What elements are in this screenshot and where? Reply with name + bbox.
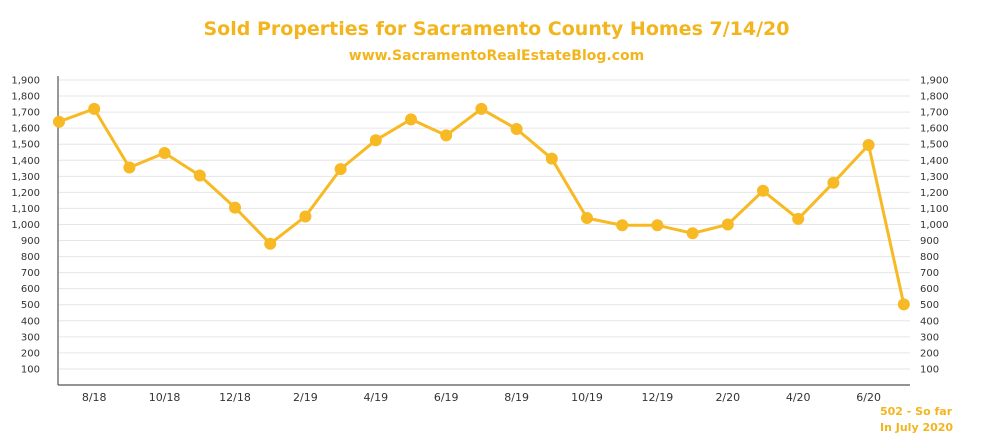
y-tick-label-right: 300 [920,332,939,343]
y-tick-label-left: 1,500 [11,140,40,151]
data-point [334,163,347,176]
x-tick-label: 6/20 [856,391,881,404]
y-tick-label-right: 1,600 [920,124,949,135]
x-tick-label: 6/19 [434,391,459,404]
y-tick-label-left: 1,800 [11,92,40,103]
data-point [440,129,453,142]
data-point [827,176,840,189]
y-axis-right-labels: 100 200 300 400 500 600 700 800 900 1,000 1,100 1,2… [920,76,949,376]
sold-properties-series [53,102,910,311]
y-tick-label-left: 1,900 [11,76,40,87]
y-tick-label-left: 1,600 [11,124,40,135]
data-point [616,219,629,232]
y-tick-label-right: 1,200 [920,188,949,199]
data-point [897,298,910,311]
y-tick-label-left: 400 [21,316,40,327]
y-tick-label-left: 1,000 [11,220,40,231]
y-tick-label-right: 1,100 [920,204,949,215]
x-tick-label: 2/19 [293,391,318,404]
data-point [475,102,488,115]
y-tick-label-right: 500 [920,300,939,311]
data-point [193,169,206,182]
chart-title: Sold Properties for Sacramento County Ho… [203,18,790,40]
x-axis-labels: 8/18 10/18 12/18 2/19 4/19 6/19 8/19 10/19 12/19… [82,391,881,404]
x-tick-label: 10/18 [149,391,181,404]
y-tick-label-right: 900 [920,236,939,247]
y-tick-label-left: 1,400 [11,156,40,167]
y-tick-label-right: 1,300 [920,172,949,183]
x-tick-label: 8/18 [82,391,107,404]
data-point [862,139,875,152]
data-point [299,210,312,223]
y-tick-label-left: 800 [21,252,40,263]
y-tick-label-left: 200 [21,348,40,359]
y-tick-label-right: 1,900 [920,76,949,87]
july-2020-annotation: 502 - So far In July 2020 [880,404,980,436]
y-tick-label-left: 600 [21,284,40,295]
y-tick-label-left: 1,700 [11,108,40,119]
y-tick-label-right: 1,800 [920,92,949,103]
x-tick-label: 12/19 [642,391,674,404]
y-tick-label-right: 1,000 [920,220,949,231]
y-tick-label-right: 400 [920,316,939,327]
data-point [757,184,769,197]
data-point [545,152,558,165]
y-tick-label-left: 700 [21,268,40,279]
data-point [792,212,805,225]
x-tick-label: 4/20 [786,391,811,404]
data-point [123,161,136,174]
y-tick-label-left: 1,100 [11,204,40,215]
data-point [158,147,171,160]
y-tick-label-left: 1,200 [11,188,40,199]
y-tick-label-right: 1,400 [920,156,949,167]
data-point [510,122,523,135]
y-tick-label-right: 1,500 [920,140,949,151]
annotation-line-2: In July 2020 [880,421,954,434]
y-tick-label-right: 1,700 [920,108,949,119]
data-point [686,227,699,240]
y-tick-label-right: 100 [920,364,939,375]
data-point [581,212,593,225]
data-point [651,219,664,232]
gridlines [58,79,910,370]
data-point [405,113,417,126]
y-tick-label-left: 500 [21,300,40,311]
y-tick-label-right: 600 [920,284,939,295]
y-tick-label-left: 300 [21,332,40,343]
y-tick-label-left: 100 [21,364,40,375]
y-tick-label-right: 200 [920,348,939,359]
y-axis-left-labels: 100 200 300 400 500 600 700 800 900 1,000 1,100 1,2… [11,76,40,376]
x-tick-label: 12/18 [219,391,251,404]
data-point [369,134,382,147]
annotation-line-1: 502 - So far [880,405,953,418]
x-tick-label: 4/19 [363,391,388,404]
axes [57,76,910,386]
data-point [229,201,241,214]
data-point [53,115,65,128]
y-tick-label-right: 700 [920,268,939,279]
x-tick-label: 8/19 [504,391,529,404]
data-point [721,218,734,231]
y-tick-label-right: 800 [920,252,939,263]
x-tick-label: 10/19 [571,391,603,404]
chart-subtitle: www.SacramentoRealEstateBlog.com [348,48,645,64]
x-tick-label: 2/20 [715,391,740,404]
series-line [58,107,906,305]
y-tick-label-left: 1,300 [11,172,40,183]
data-point [88,102,101,115]
data-point [264,237,277,250]
y-tick-label-left: 900 [21,236,40,247]
